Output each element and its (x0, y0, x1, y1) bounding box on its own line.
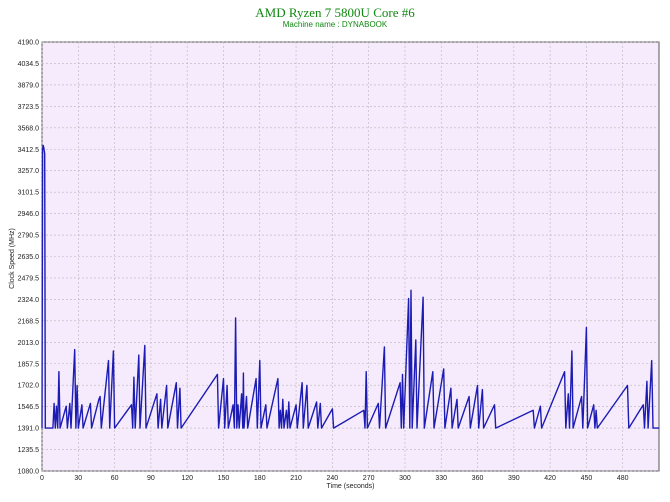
y-tick-label: 3568.0 (18, 125, 40, 132)
x-tick-label: 120 (181, 475, 193, 482)
chart-subtitle: Machine name : DYNABOOK (282, 20, 388, 29)
x-tick-label: 360 (472, 475, 484, 482)
y-tick-label: 1546.5 (18, 404, 40, 411)
x-tick-label: 480 (617, 475, 629, 482)
y-tick-label: 2479.5 (18, 275, 40, 282)
x-tick-label: 300 (399, 475, 411, 482)
y-tick-label: 3257.0 (18, 168, 40, 175)
clock-speed-series-line (41, 144, 659, 429)
y-tick-label: 3101.5 (18, 190, 40, 197)
y-tick-label: 1702.0 (18, 383, 40, 390)
x-tick-label: 150 (218, 475, 230, 482)
x-tick-label: 180 (254, 475, 266, 482)
x-axis-label: Time (seconds) (327, 483, 375, 490)
y-tick-label: 2790.5 (18, 233, 40, 240)
y-tick-label: 2168.5 (18, 318, 40, 325)
y-axis-label: Clock Speed (MHz) (9, 228, 16, 289)
y-tick-label: 4190.0 (18, 40, 40, 47)
x-tick-label: 390 (508, 475, 520, 482)
y-tick-label: 3879.0 (18, 82, 40, 89)
x-tick-label: 210 (290, 475, 302, 482)
series-group (41, 144, 659, 429)
y-tick-label: 2635.0 (18, 254, 40, 261)
x-tick-label: 0 (40, 475, 44, 482)
x-tick-label: 240 (327, 475, 339, 482)
x-tick-label: 450 (581, 475, 593, 482)
y-tick-label: 1857.5 (18, 361, 40, 368)
x-axis-ticks: 0 30 60 90 120 150 180 210 240 270 300 330 360 390 420… (40, 475, 629, 482)
y-tick-label: 4034.5 (18, 61, 40, 68)
y-tick-label: 1391.0 (18, 426, 40, 433)
chart-title: AMD Ryzen 7 5800U Core #6 (255, 5, 415, 20)
x-tick-label: 90 (147, 475, 155, 482)
y-tick-label: 2946.0 (18, 211, 40, 218)
x-tick-label: 330 (435, 475, 447, 482)
x-tick-label: 270 (363, 475, 375, 482)
x-tick-label: 420 (544, 475, 556, 482)
y-tick-label: 3723.5 (18, 104, 40, 111)
y-tick-label: 2324.0 (18, 297, 40, 304)
y-axis-ticks: 1080.0 1235.5 1391.0 1546.5 1702.0 1857.5 2013… (18, 40, 40, 476)
y-tick-label: 1235.5 (18, 447, 40, 454)
y-tick-label: 1080.0 (18, 469, 40, 476)
y-tick-label: 2013.0 (18, 340, 40, 347)
x-tick-label: 30 (74, 475, 82, 482)
x-tick-label: 60 (111, 475, 119, 482)
y-tick-label: 3412.5 (18, 147, 40, 154)
